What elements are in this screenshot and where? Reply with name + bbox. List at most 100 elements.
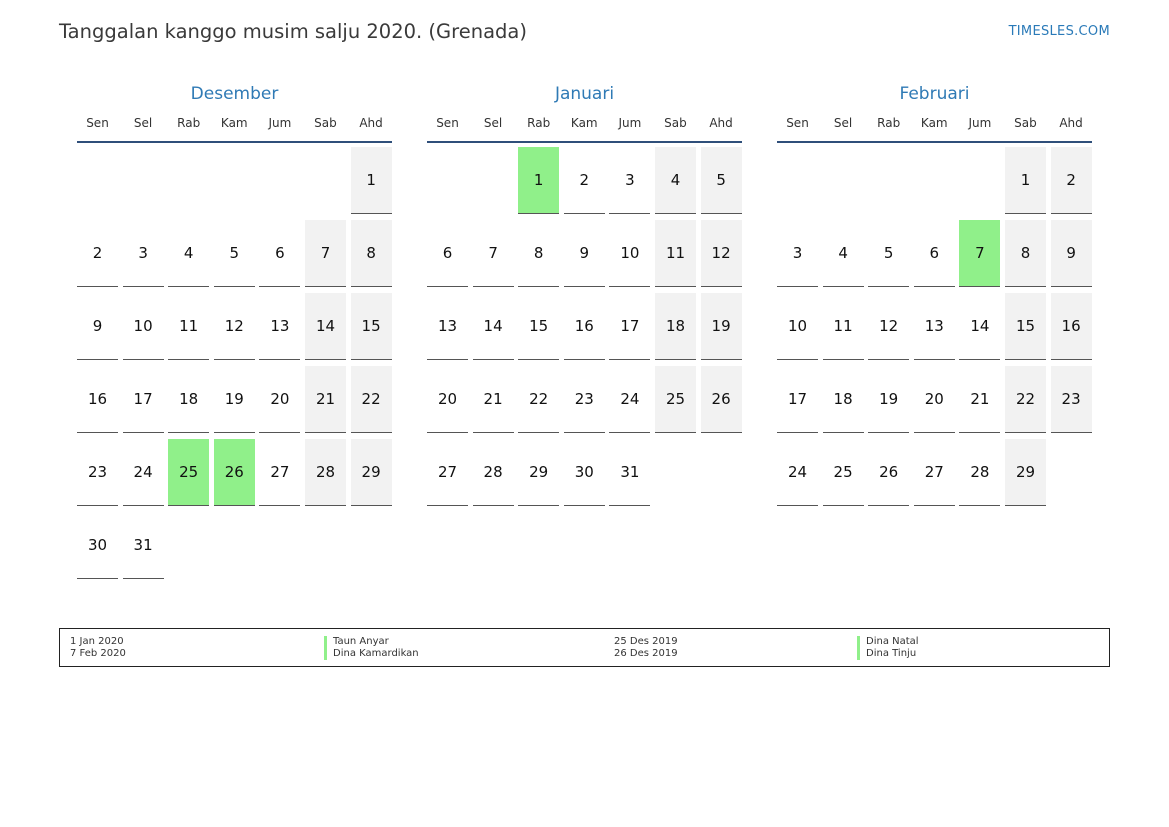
site-link[interactable]: TIMESLES.COM	[1008, 24, 1110, 39]
legend-date: 7 Feb 2020	[70, 648, 126, 659]
day-cell: 28	[959, 439, 1001, 506]
weekday-label: Sen	[786, 116, 809, 130]
day-cell: 14	[959, 293, 1001, 360]
day-cell: 14	[305, 293, 346, 360]
day-cell: 15	[350, 293, 392, 360]
day-cell: 17	[122, 366, 164, 433]
weekday-label: Jum	[268, 116, 292, 130]
day-cell: 11	[822, 293, 864, 360]
day-cell: 3	[609, 147, 651, 214]
month-title: Februari	[899, 84, 970, 104]
day-cell: 19	[213, 366, 255, 433]
day-grid: 1 2 3 4 5 6 7 8 9 10 11 12 13 14 15 16 17 18 19 20 21 22 23 24 2…	[77, 147, 392, 585]
weekday-label: Jum	[618, 116, 642, 130]
day-cell: 8	[1005, 220, 1046, 287]
day-cell: 4	[655, 147, 696, 214]
day-cell: 3	[777, 220, 818, 287]
day-cell: 31	[122, 512, 164, 579]
day-cell: 8	[350, 220, 392, 287]
legend-holiday-name: Dina Tinju	[866, 648, 917, 659]
weekday-header: Sen Sel Rab Kam Jum Sab Ahd	[777, 114, 1092, 143]
day-cell: 28	[305, 439, 346, 506]
weekday-label: Ahd	[359, 116, 383, 130]
day-cell: 6	[913, 220, 955, 287]
weekday-label: Ahd	[709, 116, 733, 130]
weekday-label: Sab	[1014, 116, 1037, 130]
day-cell: 30	[77, 512, 118, 579]
legend-dates-right: 25 Des 2019 26 Des 2019	[614, 636, 678, 660]
weekday-label: Jum	[968, 116, 992, 130]
day-cell: 21	[305, 366, 346, 433]
day-cell: 21	[959, 366, 1001, 433]
day-cell: 4	[168, 220, 210, 287]
day-cell: 12	[700, 220, 742, 287]
day-cell: 24	[122, 439, 164, 506]
legend-date: 25 Des 2019	[614, 636, 678, 647]
day-cell: 19	[868, 366, 910, 433]
holiday-day-cell: 1	[518, 147, 560, 214]
day-cell: 27	[913, 439, 955, 506]
day-cell: 1	[1005, 147, 1046, 214]
day-cell: 29	[1005, 439, 1046, 506]
day-cell: 9	[77, 293, 118, 360]
weekday-label: Sen	[86, 116, 109, 130]
weekday-label: Sab	[664, 116, 687, 130]
holiday-day-cell: 7	[959, 220, 1001, 287]
day-cell: 1	[350, 147, 392, 214]
day-cell: 7	[472, 220, 514, 287]
day-cell: 19	[700, 293, 742, 360]
legend-names-left: Taun Anyar Dina Kamardikan	[324, 636, 419, 660]
day-cell: 15	[518, 293, 560, 360]
day-cell: 11	[655, 220, 696, 287]
holiday-day-cell: 25	[168, 439, 210, 506]
day-cell: 18	[822, 366, 864, 433]
page-title: Tanggalan kanggo musim salju 2020. (Gren…	[59, 20, 527, 43]
day-cell: 16	[563, 293, 605, 360]
weekday-label: Ahd	[1059, 116, 1083, 130]
day-cell: 23	[77, 439, 118, 506]
day-cell: 23	[563, 366, 605, 433]
day-cell: 5	[868, 220, 910, 287]
weekday-label: Rab	[177, 116, 201, 130]
weekday-label: Sel	[133, 116, 153, 130]
day-cell: 4	[822, 220, 864, 287]
day-cell: 15	[1005, 293, 1046, 360]
day-cell: 10	[122, 293, 164, 360]
day-cell: 5	[213, 220, 255, 287]
weekday-label: Kam	[570, 116, 598, 130]
day-cell: 13	[427, 293, 468, 360]
day-cell: 18	[655, 293, 696, 360]
day-cell: 28	[472, 439, 514, 506]
weekday-label: Sen	[436, 116, 459, 130]
weekday-header: Sen Sel Rab Kam Jum Sab Ahd	[77, 114, 392, 143]
day-cell: 22	[1005, 366, 1046, 433]
day-cell: 22	[350, 366, 392, 433]
day-cell: 12	[213, 293, 255, 360]
weekday-label: Kam	[220, 116, 248, 130]
day-cell: 5	[700, 147, 742, 214]
legend-holiday-name: Dina Natal	[866, 636, 919, 647]
weekday-label: Sel	[483, 116, 503, 130]
legend-dates-left: 1 Jan 2020 7 Feb 2020	[70, 636, 126, 660]
day-cell: 29	[518, 439, 560, 506]
day-cell: 2	[563, 147, 605, 214]
holiday-day-cell: 26	[213, 439, 255, 506]
day-cell: 20	[913, 366, 955, 433]
day-cell: 12	[868, 293, 910, 360]
month-title: Januari	[554, 84, 615, 104]
day-grid: 1 2 3 4 5 6 7 8 9 10 11 12 13 14 15 16 17 18 19 20 21 22 23 24 2…	[427, 147, 742, 512]
weekday-label: Sel	[833, 116, 853, 130]
day-cell: 21	[472, 366, 514, 433]
legend-date: 26 Des 2019	[614, 648, 678, 659]
day-cell: 2	[1050, 147, 1092, 214]
day-cell: 30	[563, 439, 605, 506]
day-cell: 26	[868, 439, 910, 506]
legend-date: 1 Jan 2020	[70, 636, 124, 647]
day-cell: 23	[1050, 366, 1092, 433]
weekday-label: Rab	[527, 116, 551, 130]
day-cell: 6	[259, 220, 301, 287]
day-cell: 22	[518, 366, 560, 433]
